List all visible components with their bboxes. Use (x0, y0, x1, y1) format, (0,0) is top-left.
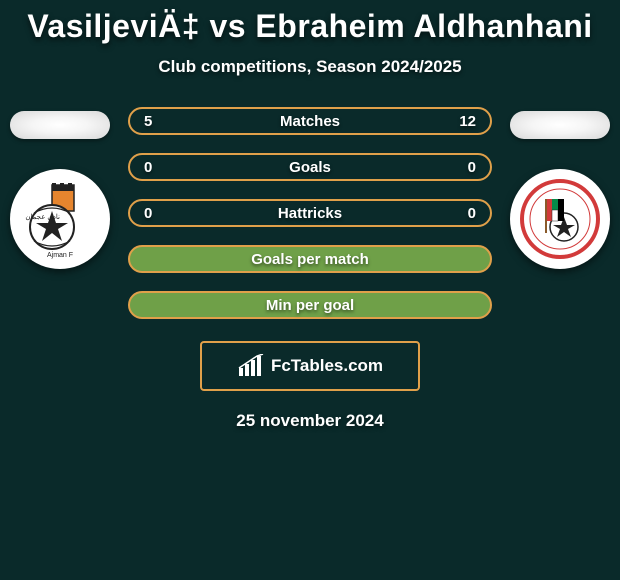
stat-left-value: 5 (144, 113, 152, 130)
stat-bar-hattricks: 0 Hattricks 0 (128, 199, 492, 227)
chart-icon (237, 354, 265, 378)
left-club-badge: Ajman F نادي عجمان (10, 169, 110, 269)
stat-label: Goals per match (251, 251, 369, 268)
right-club-badge (510, 169, 610, 269)
stat-label: Min per goal (266, 297, 354, 314)
widget-container: VasiljeviÄ‡ vs Ebraheim Aldhanhani Club … (0, 0, 620, 431)
left-player-pill (10, 111, 110, 139)
stat-label: Matches (280, 113, 340, 130)
stat-label: Hattricks (278, 205, 342, 222)
brand-name: FcTables.com (271, 356, 383, 376)
stat-right-value: 0 (468, 205, 476, 222)
stat-right-value: 12 (459, 113, 476, 130)
main-row: Ajman F نادي عجمان 5 Matches 12 0 Goals … (0, 107, 620, 319)
stat-bar-matches: 5 Matches 12 (128, 107, 492, 135)
svg-text:نادي عجمان: نادي عجمان (25, 213, 60, 221)
stat-bar-mpg: Min per goal (128, 291, 492, 319)
right-player-pill (510, 111, 610, 139)
sharjah-logo-icon (518, 177, 602, 261)
right-side-column (500, 107, 620, 269)
stat-right-value: 0 (468, 159, 476, 176)
stat-left-value: 0 (144, 205, 152, 222)
stats-column: 5 Matches 12 0 Goals 0 0 Hattricks 0 Goa… (120, 107, 500, 319)
date-label: 25 november 2024 (236, 411, 383, 431)
stat-bar-gpm: Goals per match (128, 245, 492, 273)
stat-bar-goals: 0 Goals 0 (128, 153, 492, 181)
page-title: VasiljeviÄ‡ vs Ebraheim Aldhanhani (27, 8, 592, 45)
left-side-column: Ajman F نادي عجمان (0, 107, 120, 269)
page-subtitle: Club competitions, Season 2024/2025 (158, 57, 461, 77)
svg-text:Ajman F: Ajman F (47, 252, 73, 259)
stat-left-value: 0 (144, 159, 152, 176)
brand-frame[interactable]: FcTables.com (200, 341, 420, 391)
stat-label: Goals (289, 159, 331, 176)
ajman-logo-icon: Ajman F نادي عجمان (20, 179, 100, 259)
